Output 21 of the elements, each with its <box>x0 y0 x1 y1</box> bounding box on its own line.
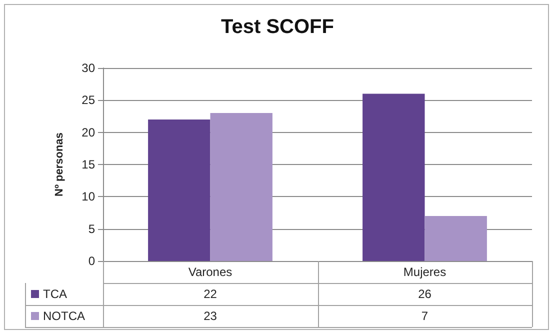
data-label: 7 <box>420 308 430 325</box>
legend-label: TCA <box>43 287 67 301</box>
chart-title: Test SCOFF <box>221 16 334 38</box>
data-label: 22 <box>202 286 218 303</box>
bar <box>424 216 487 261</box>
y-tick-label: 0 <box>88 254 96 268</box>
y-tick-label: 30 <box>82 61 96 75</box>
data-label: 23 <box>202 308 218 325</box>
x-tick-label: Mujeres <box>402 264 448 281</box>
bar <box>148 119 210 261</box>
y-tick-label: 10 <box>82 190 96 204</box>
y-axis-title: Nº personas <box>54 132 66 196</box>
legend-label: NOTCA <box>43 309 85 323</box>
y-tick-label: 20 <box>82 125 96 140</box>
bar <box>210 113 272 261</box>
y-tick-label: 15 <box>82 158 96 172</box>
y-tick-label: 5 <box>88 222 96 236</box>
data-label: 26 <box>417 286 432 303</box>
bar <box>362 94 425 261</box>
x-tick-label: Varones <box>187 264 234 281</box>
y-tick-label: 25 <box>82 93 96 108</box>
